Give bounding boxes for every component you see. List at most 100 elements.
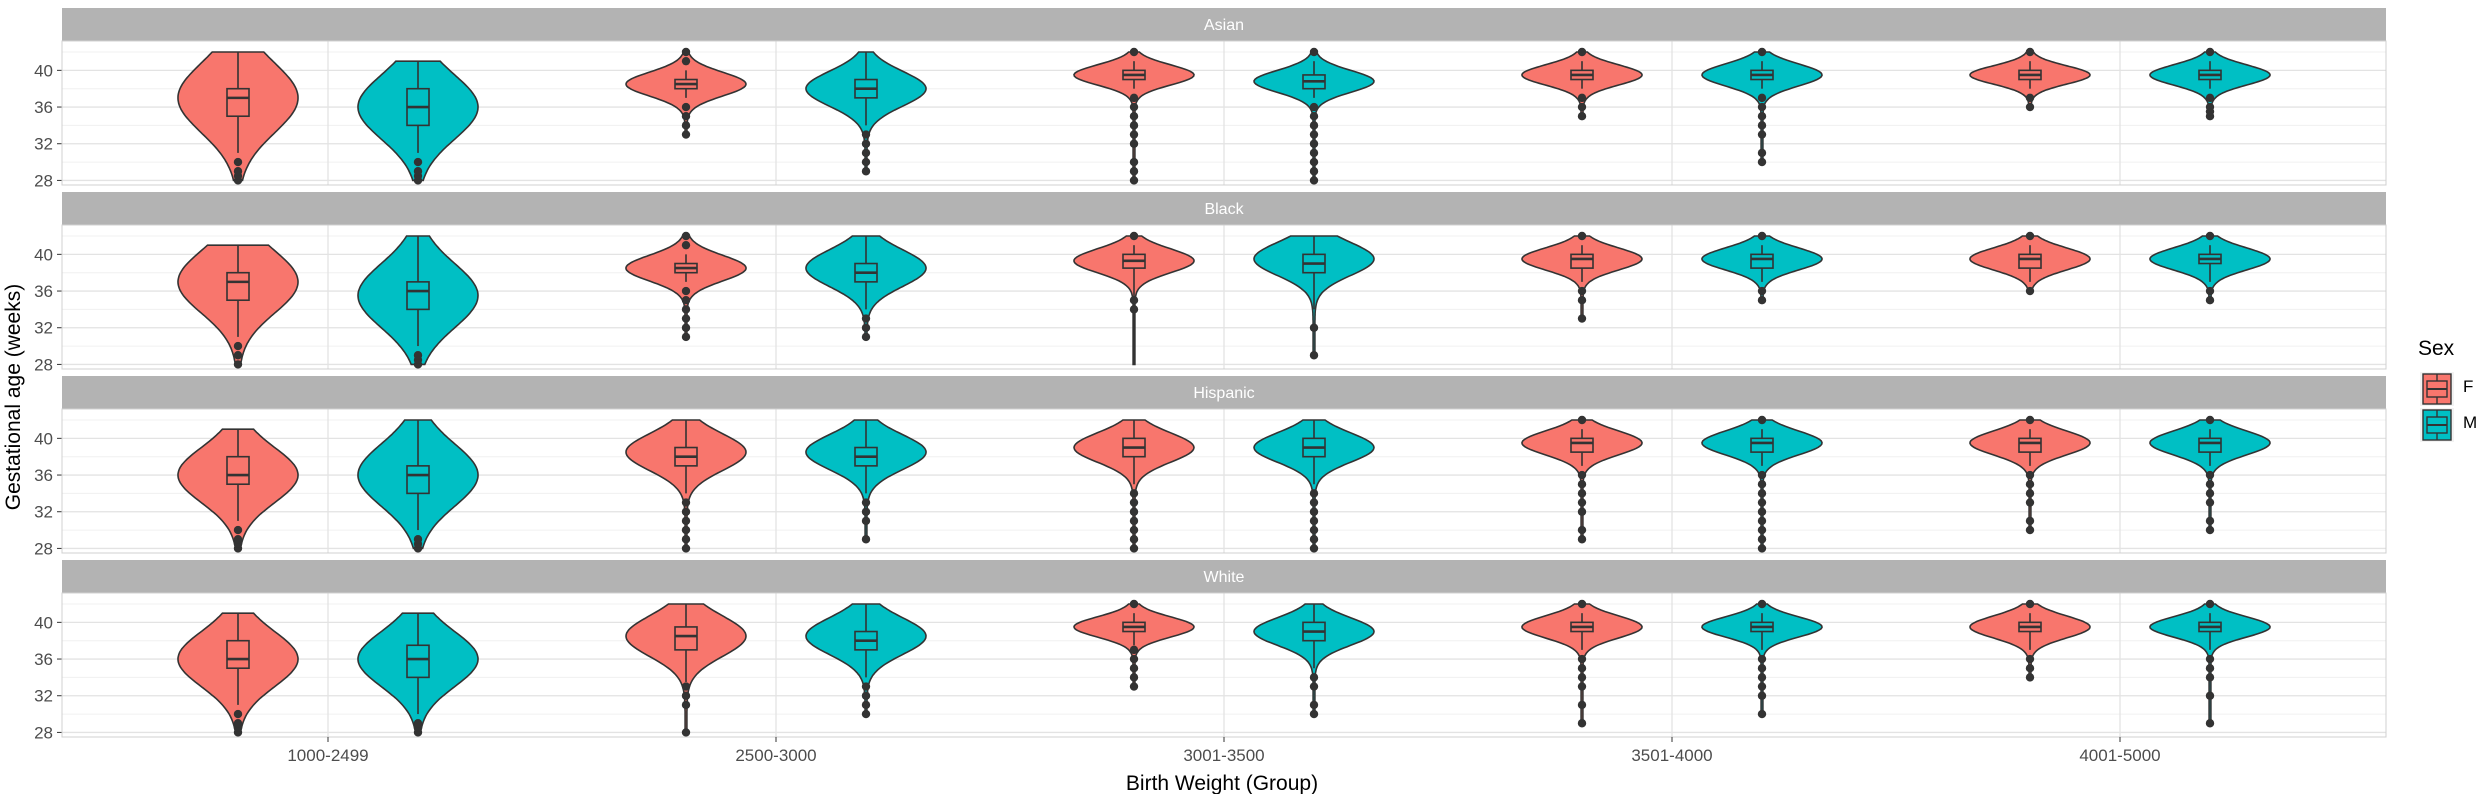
outlier-point [861, 130, 871, 139]
violin-group-m-3 [1701, 599, 1823, 719]
violin-group-f-0 [177, 51, 299, 185]
violin-group-m-3 [1701, 47, 1823, 167]
x-tick-label: 3501-4000 [1631, 746, 1712, 765]
outlier-point [1577, 599, 1587, 609]
box [2198, 437, 2222, 453]
facet-strip [62, 376, 2386, 409]
outlier-point [1757, 93, 1767, 103]
outlier-point [2025, 525, 2035, 535]
outlier-point [1577, 314, 1587, 323]
outlier-point [681, 240, 691, 250]
outlier-point [2025, 47, 2035, 57]
outlier-point [1129, 654, 1139, 664]
violin-group-m-2 [1253, 603, 1375, 719]
panel-border [61, 408, 2387, 554]
outlier-point [1757, 121, 1767, 130]
box [1570, 253, 1594, 269]
outlier-point [2205, 470, 2215, 480]
outlier-point [233, 341, 243, 351]
y-tick-label: 36 [34, 98, 53, 117]
violin-group-m-2 [1253, 419, 1375, 553]
outlier-point [1577, 507, 1587, 516]
outlier-point [2205, 664, 2215, 673]
outlier-point [2025, 415, 2035, 425]
outlier-point [681, 700, 691, 710]
outlier-point [233, 709, 243, 719]
violin-group-f-2 [1073, 599, 1195, 691]
outlier-point [681, 112, 691, 121]
outlier-point [233, 167, 243, 176]
outlier-point [1577, 719, 1587, 728]
violin-group-f-4 [1969, 415, 2091, 535]
outlier-point [2025, 489, 2035, 498]
outlier-point [1757, 654, 1767, 664]
violin-group-f-1 [625, 231, 747, 342]
outlier-point [233, 535, 243, 544]
violin-m [2149, 603, 2271, 724]
outlier-point [2025, 654, 2035, 664]
x-axis-title: Birth Weight (Group) [1126, 772, 1318, 794]
outlier-point [681, 231, 691, 241]
box [1570, 437, 1594, 453]
outlier-point [681, 332, 691, 342]
outlier-point [1129, 112, 1139, 121]
outlier-point [2025, 231, 2035, 241]
box [1750, 253, 1774, 269]
outlier-point [1309, 673, 1319, 682]
outlier-point [1309, 167, 1319, 176]
outlier-point [2205, 719, 2215, 728]
outlier-point [1757, 130, 1767, 139]
violin-group-m-3 [1701, 415, 1823, 553]
outlier-point [1757, 148, 1767, 158]
outlier-point [681, 305, 691, 314]
violin-group-m-0 [357, 60, 479, 185]
violin-group-f-4 [1969, 231, 2091, 296]
outlier-point [1757, 286, 1767, 296]
panel-white: White 28 32 36 40 [34, 560, 2387, 742]
outlier-point [1129, 130, 1139, 139]
outlier-point [1129, 673, 1139, 682]
outlier-point [1129, 682, 1139, 691]
outlier-point [861, 682, 871, 691]
box [2018, 437, 2042, 453]
outlier-point [1577, 112, 1587, 121]
outlier-point [681, 535, 691, 544]
outlier-point [2205, 673, 2215, 682]
y-tick-label: 32 [34, 687, 53, 706]
facet-label: Black [1204, 201, 1244, 218]
y-tick-label: 36 [34, 282, 53, 301]
outlier-point [1577, 673, 1587, 682]
outlier-point [1577, 700, 1587, 710]
box [406, 281, 430, 311]
outlier-point [1309, 498, 1319, 507]
outlier-point [1309, 544, 1319, 553]
outlier-point [2205, 480, 2215, 489]
outlier-point [1757, 296, 1767, 305]
violin-group-m-0 [357, 419, 479, 553]
facet-strip [62, 192, 2386, 225]
outlier-point [2205, 498, 2215, 507]
y-tick-label: 40 [34, 613, 53, 632]
box [2018, 253, 2042, 269]
outlier-point [1757, 682, 1767, 691]
violin-group-f-1 [625, 47, 747, 139]
outlier-point [1757, 535, 1767, 544]
box [1750, 437, 1774, 453]
outlier-point [1309, 157, 1319, 167]
outlier-point [861, 139, 871, 148]
outlier-point [861, 332, 871, 342]
outlier-point [1129, 498, 1139, 507]
outlier-point [1577, 93, 1587, 103]
outlier-point [2025, 102, 2035, 112]
outlier-point [1129, 664, 1139, 673]
outlier-point [681, 130, 691, 139]
violin-group-m-4 [2149, 415, 2271, 535]
outlier-point [1757, 470, 1767, 480]
box [226, 639, 250, 670]
violin-group-f-3 [1521, 415, 1643, 544]
outlier-point [413, 157, 423, 167]
outlier-point [1757, 231, 1767, 241]
outlier-point [1129, 599, 1139, 609]
facet-label: Asian [1204, 17, 1244, 34]
